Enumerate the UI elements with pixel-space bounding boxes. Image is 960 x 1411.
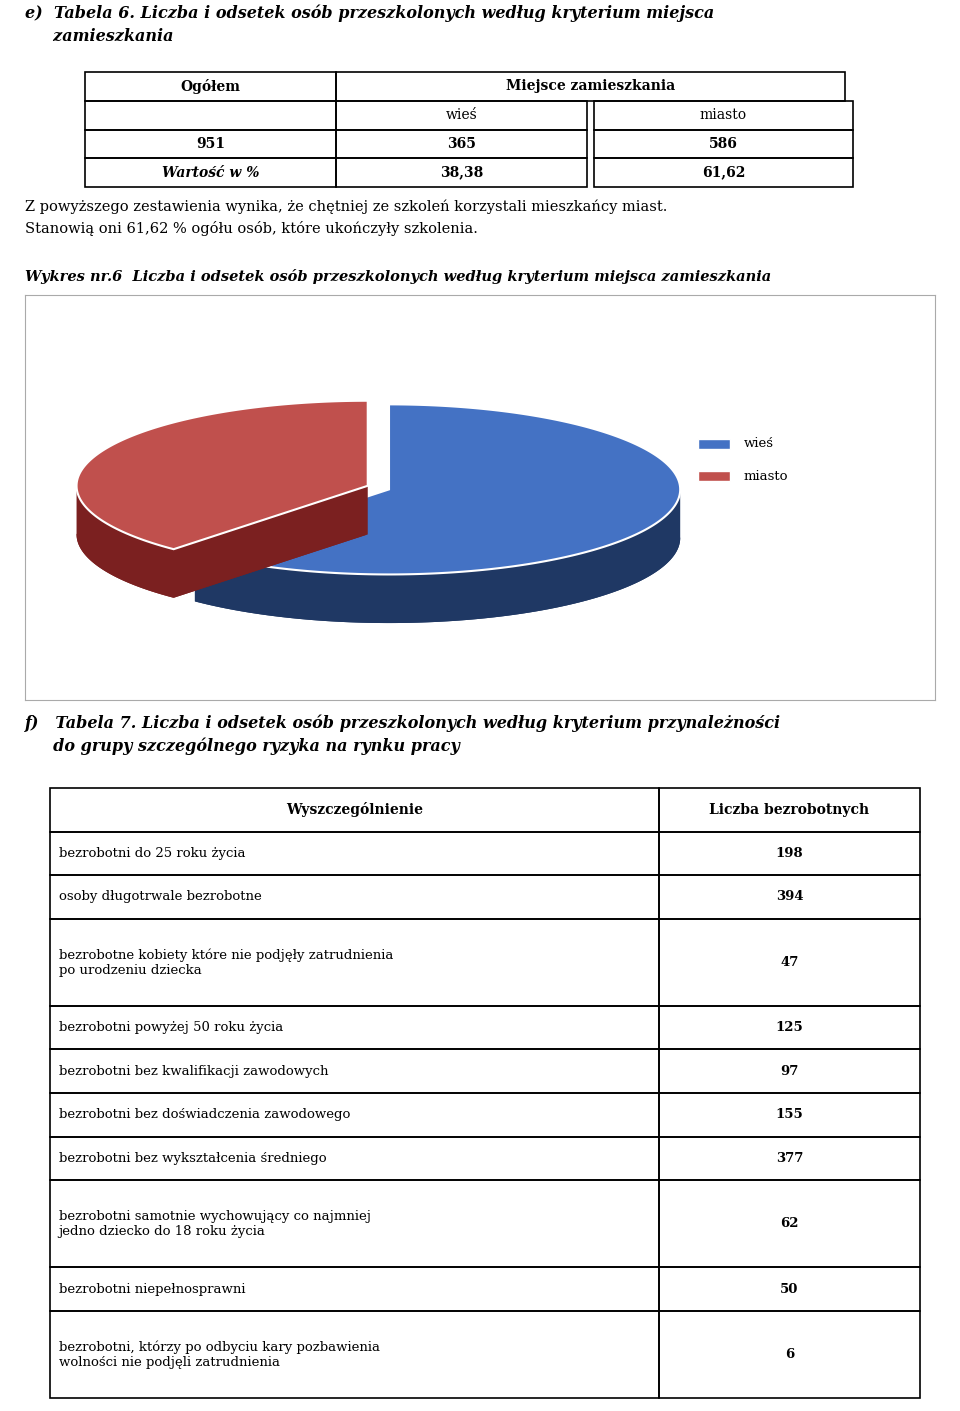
Text: 62: 62 [780,1218,799,1230]
Text: 38,38: 38,38 [440,165,483,179]
Bar [50,1006,659,1050]
Bar [659,1137,920,1180]
Text: 586: 586 [709,137,738,151]
Text: 951: 951 [196,137,225,151]
Text: bezrobotni bez wykształcenia średniego: bezrobotni bez wykształcenia średniego [59,1151,326,1165]
Bar [336,158,587,188]
Bar [659,1180,920,1267]
Bar [85,100,336,130]
Text: bezrobotni, którzy po odbyciu kary pozbawienia
wolności nie podjęli zatrudnienia: bezrobotni, którzy po odbyciu kary pozba… [59,1340,380,1369]
Bar [85,130,336,158]
Bar [336,100,587,130]
Bar [659,1311,920,1398]
Text: Wyszczególnienie: Wyszczególnienie [286,803,423,817]
Text: bezrobotni bez kwalifikacji zawodowych: bezrobotni bez kwalifikacji zawodowych [59,1065,328,1078]
Text: Wykres nr.6  Liczba i odsetek osób przeszkolonych według kryterium miejsca zamie: Wykres nr.6 Liczba i odsetek osób przesz… [25,268,771,284]
Bar [50,1094,659,1137]
Bar [50,1050,659,1094]
Bar [50,787,659,831]
Bar [594,130,852,158]
Bar [594,158,852,188]
Bar [594,100,852,130]
Text: bezrobotni niepełnosprawni: bezrobotni niepełnosprawni [59,1283,245,1295]
Text: 47: 47 [780,955,799,969]
Text: 155: 155 [776,1108,804,1122]
Polygon shape [195,490,389,601]
Text: bezrobotni do 25 roku życia: bezrobotni do 25 roku życia [59,847,245,859]
Bar [50,1137,659,1180]
Text: 6: 6 [785,1348,794,1362]
Bar [659,1094,920,1137]
Text: bezrobotni powyżej 50 roku życia: bezrobotni powyżej 50 roku życia [59,1022,283,1034]
Bar [698,439,731,449]
Bar [659,919,920,1006]
Text: miasto: miasto [700,109,747,123]
Polygon shape [77,485,174,598]
Polygon shape [77,401,368,549]
Text: bezrobotni bez doświadczenia zawodowego: bezrobotni bez doświadczenia zawodowego [59,1108,350,1122]
Bar [659,1050,920,1094]
Bar [659,875,920,919]
Bar [85,158,336,188]
Text: Ogółem: Ogółem [180,79,240,95]
Bar [50,919,659,1006]
Text: osoby długotrwale bezrobotne: osoby długotrwale bezrobotne [59,890,261,903]
Bar [50,875,659,919]
Text: bezrobotni samotnie wychowujący co najmniej
jedno dziecko do 18 roku życia: bezrobotni samotnie wychowujący co najmn… [59,1209,371,1237]
Text: miasto: miasto [744,470,788,483]
Bar [659,1267,920,1311]
Text: Miejsce zamieszkania: Miejsce zamieszkania [506,79,675,93]
Bar [50,1267,659,1311]
Text: f)   Tabela 7. Liczba i odsetek osób przeszkolonych według kryterium przynależno: f) Tabela 7. Liczba i odsetek osób przes… [25,715,781,755]
Bar [659,1006,920,1050]
Bar [50,1180,659,1267]
Bar [336,72,845,100]
Text: e)  Tabela 6. Liczba i odsetek osób przeszkolonych według kryterium miejsca
    : e) Tabela 6. Liczba i odsetek osób przes… [25,6,714,45]
Text: 50: 50 [780,1283,799,1295]
Text: Wartość w %: Wartość w % [161,165,259,179]
Text: 365: 365 [446,137,475,151]
Polygon shape [77,533,368,598]
Bar [85,72,336,100]
Bar [659,787,920,831]
Bar [698,471,731,481]
Text: 61,62: 61,62 [702,165,745,179]
Bar [50,831,659,875]
Text: wieś: wieś [744,437,774,450]
Text: Liczba bezrobotnych: Liczba bezrobotnych [709,803,870,817]
Polygon shape [195,405,681,574]
Polygon shape [195,490,681,624]
Bar [659,831,920,875]
Text: 125: 125 [776,1022,804,1034]
Text: wieś: wieś [445,109,477,123]
Bar [50,1311,659,1398]
Text: 377: 377 [776,1151,804,1165]
Text: 198: 198 [776,847,804,859]
Polygon shape [174,485,368,598]
Text: 97: 97 [780,1065,799,1078]
Text: bezrobotne kobiety które nie podjęły zatrudnienia
po urodzeniu dziecka: bezrobotne kobiety które nie podjęły zat… [59,948,393,976]
Polygon shape [195,538,681,624]
Text: Z powyższego zestawienia wynika, że chętniej ze szkoleń korzystali mieszkańcy mi: Z powyższego zestawienia wynika, że chęt… [25,200,667,236]
Text: 394: 394 [776,890,804,903]
Bar [336,130,587,158]
